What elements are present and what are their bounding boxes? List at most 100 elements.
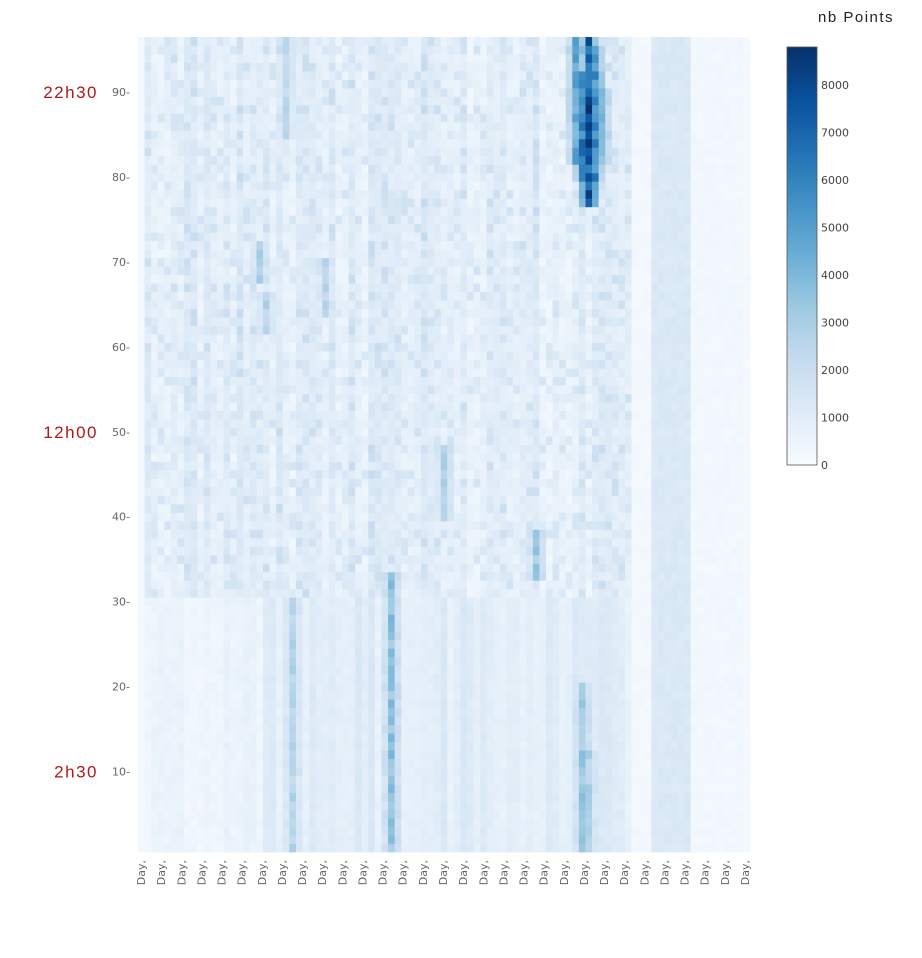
heatmap-cell [414,486,422,496]
heatmap-cell [263,614,271,624]
heatmap-cell [197,206,205,216]
heatmap-cell [236,325,244,335]
heatmap-cell [269,775,277,785]
heatmap-cell [170,130,178,140]
heatmap-cell [427,512,435,522]
heatmap-cell [190,614,198,624]
heatmap-cell [256,402,264,411]
heatmap-cell [440,478,448,488]
heatmap-cell [427,588,435,598]
heatmap-cell [190,767,198,776]
heatmap-cell [473,656,481,666]
heatmap-cell [342,147,349,157]
heatmap-cell [256,801,264,810]
heatmap-cell [407,121,415,131]
heatmap-cell [138,758,145,768]
heatmap-cell [177,155,185,165]
heatmap-cell [157,529,165,539]
heatmap-cell [190,801,198,810]
heatmap-cell [467,775,475,785]
heatmap-cell [388,385,396,394]
heatmap-cell [144,631,152,641]
heatmap-cell [184,334,192,344]
heatmap-cell [256,410,264,420]
heatmap-cell [236,682,244,692]
heatmap-cell [447,274,455,284]
heatmap-cell [342,410,349,420]
heatmap-cell [210,631,218,641]
heatmap-cell [453,614,461,624]
heatmap-cell [315,198,323,208]
heatmap-cell [269,198,277,208]
heatmap-cell [328,843,336,853]
heatmap-cell [473,792,481,802]
heatmap-cell [276,529,284,539]
heatmap-cell [315,376,323,386]
heatmap-cell [256,495,264,505]
heatmap-cell [328,147,336,157]
heatmap-cell [249,198,257,208]
heatmap-cell [348,351,356,360]
heatmap-cell [203,138,211,148]
heatmap-cell [420,665,428,675]
heatmap-cell [374,767,382,776]
heatmap-cell [276,537,284,547]
heatmap-cell [309,172,317,182]
heatmap-cell [177,79,185,89]
heatmap-cell [302,444,310,454]
heatmap-cell [295,223,303,233]
heatmap-cell [177,656,185,666]
heatmap-cell [269,402,277,411]
heatmap-cell [322,376,330,386]
heatmap-cell [355,342,363,352]
heatmap-cell [190,597,198,607]
heatmap-cell [184,181,192,191]
heatmap-cell [328,656,336,666]
heatmap-cell [348,648,356,658]
heatmap-cell [164,733,172,743]
heatmap-cell [164,631,172,641]
heatmap-cell [210,716,218,726]
heatmap-cell [355,554,363,564]
heatmap-cell [256,469,264,479]
heatmap-cell [381,537,389,547]
heatmap-cell [295,512,303,522]
heatmap-cell [368,520,376,530]
heatmap-cell [368,325,376,335]
heatmap-cell [249,767,257,776]
heatmap-cell [394,622,402,632]
heatmap-cell [447,240,455,250]
heatmap-cell [236,393,244,403]
heatmap-cell [315,240,323,250]
heatmap-cell [151,257,159,267]
heatmap-cell [335,716,343,726]
heatmap-cell [374,682,382,692]
heatmap-cell [216,291,224,301]
heatmap-cell [138,818,145,827]
heatmap-cell [335,240,343,250]
heatmap-cell [236,792,244,802]
heatmap-cell [263,792,271,802]
heatmap-cell [151,393,159,403]
heatmap-cell [414,385,422,394]
heatmap-cell [223,690,231,700]
heatmap-cell [249,70,257,80]
heatmap-cell [342,79,349,89]
heatmap-cell [440,257,448,267]
heatmap-cell [342,402,349,411]
heatmap-cell [407,580,415,590]
heatmap-cell [427,809,435,819]
heatmap-cell [157,495,165,505]
heatmap-cell [355,716,363,726]
heatmap-cell [355,351,363,360]
heatmap-cell [184,512,192,522]
heatmap-cell [335,325,343,335]
heatmap-cell [203,673,211,683]
heatmap-cell [151,639,159,649]
heatmap-cell [381,792,389,802]
heatmap-cell [348,385,356,394]
heatmap-cell [184,419,192,428]
heatmap-cell [401,767,409,776]
heatmap-cell [210,37,218,46]
heatmap-cell [335,452,343,462]
